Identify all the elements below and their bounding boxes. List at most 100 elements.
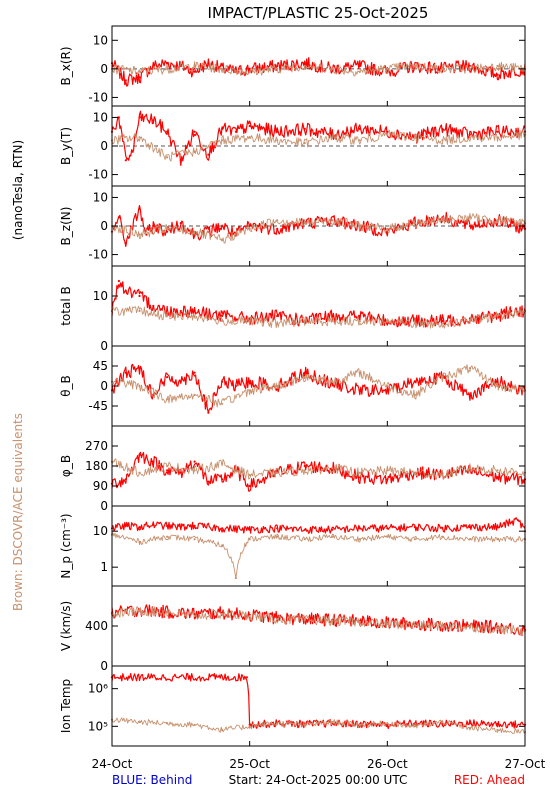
data-point-ace: [303, 538, 306, 541]
data-point-ace: [441, 473, 444, 476]
data-point-ace: [358, 319, 361, 323]
data-point-ahead: [248, 528, 251, 531]
figure-title: IMPACT/PLASTIC 25-Oct-2025: [208, 4, 429, 22]
data-point-ahead: [193, 70, 196, 73]
y-tick-label: 10: [93, 190, 108, 204]
data-point-ace: [303, 142, 306, 145]
y-tick-label: 90: [93, 479, 108, 493]
data-point-ahead: [468, 224, 471, 228]
data-point-ahead: [124, 524, 127, 528]
data-point-ahead: [207, 62, 210, 65]
y-tick-label: 400: [85, 619, 108, 633]
data-point-ace: [303, 723, 306, 726]
data-point-ace: [496, 219, 499, 222]
series-ahead-line: [111, 451, 526, 492]
data-point-ace: [441, 720, 444, 724]
data-point-ahead: [124, 242, 127, 245]
data-point-ahead: [193, 371, 196, 374]
series-ahead-line: [111, 205, 526, 247]
ahead-legend: RED: Ahead: [454, 773, 525, 787]
y-tick-label: 45: [93, 359, 108, 373]
data-point-ace: [331, 219, 334, 222]
data-point-ahead: [152, 224, 155, 228]
data-point-ace: [413, 725, 416, 728]
data-point-ahead: [124, 159, 127, 162]
data-point-ace: [358, 371, 361, 374]
data-point-ace: [441, 535, 444, 538]
data-point-ahead: [166, 62, 169, 65]
series-ace-line: [111, 364, 526, 408]
y-tick-label: 0: [100, 339, 108, 353]
data-point-ace: [221, 139, 224, 142]
data-point-ace: [441, 219, 444, 222]
x-tick-label: 27-Oct: [505, 757, 546, 771]
data-point-ace: [138, 70, 141, 73]
series-ahead-line: [111, 281, 526, 328]
data-point-ahead: [276, 227, 279, 230]
data-point-ace: [468, 467, 471, 470]
data-point-ahead: [193, 130, 196, 133]
series-ahead-line: [111, 517, 526, 534]
data-point-ace: [468, 538, 471, 541]
data-point-ahead: [221, 527, 224, 530]
data-point-ace: [358, 224, 361, 228]
data-point-ace: [386, 67, 389, 70]
y-tick-label: 10: [93, 33, 108, 47]
data-point-ace: [413, 471, 416, 474]
data-point-ace: [193, 150, 196, 153]
data-point-ahead: [179, 309, 182, 313]
data-point-ahead: [207, 480, 210, 483]
x-tick-label: 25-Oct: [229, 757, 270, 771]
series-ace-line: [111, 61, 526, 77]
data-point-ace: [276, 139, 279, 142]
data-point-ace: [138, 540, 141, 544]
data-point-ace: [276, 617, 279, 621]
x-axis: 24-Oct 25-Oct 26-Oct 27-Oct: [92, 101, 546, 771]
data-point-ahead: [166, 469, 169, 472]
y-axis-label: B_y(T): [59, 127, 73, 165]
data-point-ace: [193, 469, 196, 472]
data-point-ace: [441, 322, 444, 325]
data-point-ace: [468, 367, 471, 370]
data-point-ace: [166, 610, 169, 614]
data-point-ahead: [276, 130, 279, 133]
data-point-ace: [221, 319, 224, 323]
data-point-ace: [496, 538, 499, 541]
data-point-ace: [193, 64, 196, 68]
y-tick-label: 0: [100, 219, 108, 233]
data-point-ace: [468, 625, 471, 629]
data-point-ahead: [331, 528, 334, 531]
data-point-ahead: [124, 478, 127, 481]
series-ahead-line: [111, 363, 526, 413]
dscovr-ace-label: Brown: DSCOVR/ACE equivalents: [11, 413, 25, 611]
series-ahead-line: [111, 57, 526, 87]
data-point-ahead: [468, 722, 471, 725]
data-point-ace: [386, 319, 389, 323]
data-point-ace: [303, 469, 306, 472]
x-tick-label: 26-Oct: [367, 757, 408, 771]
panel-frame: [111, 665, 526, 747]
data-point-ace: [276, 219, 279, 222]
panel-btot: 0 10 total B: [59, 265, 527, 353]
data-point-ahead: [331, 382, 334, 385]
data-point-ahead: [193, 460, 196, 463]
data-point-ahead: [276, 314, 279, 318]
data-point-ahead: [221, 127, 224, 130]
data-point-ahead: [386, 389, 389, 392]
data-point-ahead: [468, 526, 471, 529]
panel-by: -10 0 10 B_y(T): [59, 105, 527, 187]
data-point-ace: [276, 384, 279, 388]
data-point-ahead: [496, 526, 499, 529]
data-point-ace: [468, 136, 471, 139]
data-point-ace: [441, 139, 444, 142]
data-point-ace: [193, 230, 196, 233]
data-point-ace: [166, 314, 169, 318]
data-point-ahead: [138, 526, 141, 529]
data-point-ahead: [468, 133, 471, 136]
start-time-label: Start: 24-Oct-2025 00:00 UTC: [229, 773, 408, 787]
data-point-ahead: [441, 319, 444, 323]
data-point-ace: [358, 139, 361, 142]
panel-frame: [111, 345, 526, 427]
data-point-ahead: [245, 676, 248, 679]
y-tick-label: 0: [100, 139, 108, 153]
